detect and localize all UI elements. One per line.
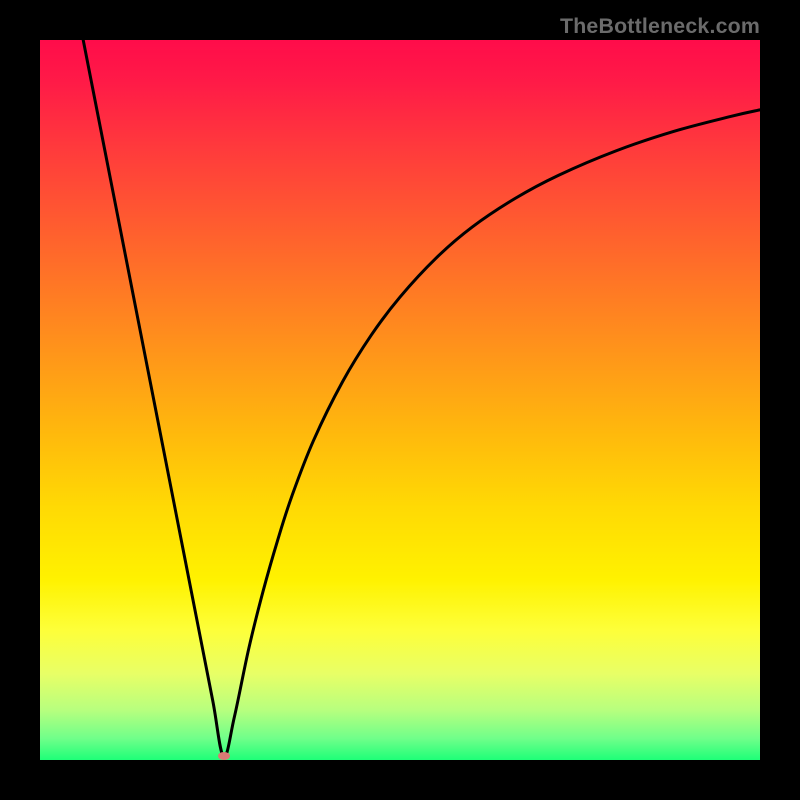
watermark-text: TheBottleneck.com — [560, 14, 760, 39]
plot-area — [40, 40, 760, 760]
chart-frame: TheBottleneck.com — [0, 0, 800, 800]
bottleneck-curve — [83, 40, 760, 757]
min-point-marker — [218, 752, 230, 760]
curve-layer — [40, 40, 760, 760]
